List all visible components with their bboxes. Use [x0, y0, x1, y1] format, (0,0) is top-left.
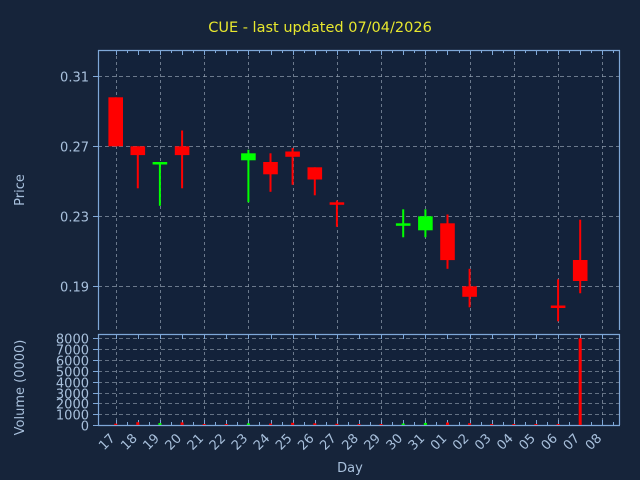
volume-bar [490, 424, 494, 425]
candle-body [174, 146, 190, 156]
price-tick-label: 0.23 [60, 211, 89, 226]
volume-bar [423, 422, 427, 425]
volume-bar [578, 338, 582, 425]
volume-tick-label: 2000 [56, 398, 89, 413]
volume-tick-label: 3000 [56, 388, 89, 403]
volume-bar [269, 423, 272, 425]
volume-bar [468, 423, 472, 425]
volume-bar [246, 423, 250, 425]
volume-axis-label: Volume (0000) [13, 340, 28, 436]
candle-body [572, 260, 588, 281]
volume-tick-label: 7000 [56, 344, 89, 359]
price-axis-label: Price [13, 174, 28, 206]
candle-body [307, 167, 323, 180]
candle-body [440, 223, 455, 261]
volume-plot-background [98, 334, 620, 425]
volume-bar [446, 422, 449, 425]
price-plot-background [98, 50, 620, 330]
candle-body [285, 151, 300, 157]
volume-bar [401, 423, 405, 425]
volume-tick-label: 1000 [56, 409, 89, 424]
candle-body [130, 146, 146, 156]
candle-body [152, 162, 168, 165]
x-axis-label: Day [337, 461, 363, 476]
candle-body [108, 97, 123, 147]
volume-bar [291, 422, 295, 425]
volume-bar [136, 422, 140, 425]
candle-body [241, 153, 256, 161]
candle-body [395, 223, 411, 226]
candle-body [462, 286, 477, 297]
volume-tick-label: 5000 [56, 366, 89, 381]
price-tick-label: 0.19 [60, 281, 89, 296]
volume-bar [556, 424, 560, 425]
candle-body [418, 216, 433, 231]
candle-body [550, 305, 566, 308]
volume-bar [512, 424, 516, 425]
volume-bar [202, 424, 206, 425]
volume-bar [534, 424, 538, 425]
volume-bar [357, 424, 361, 425]
volume-bar [335, 423, 339, 425]
volume-tick-label: 0 [81, 420, 89, 435]
volume-bar [224, 424, 228, 425]
volume-tick-label: 4000 [56, 377, 89, 392]
price-tick-label: 0.27 [60, 141, 89, 156]
volume-tick-label: 6000 [56, 355, 89, 370]
volume-bar [158, 423, 162, 425]
volume-bar [180, 422, 184, 425]
price-tick-label: 0.31 [60, 71, 89, 86]
candle-body [263, 162, 278, 175]
chart-title: CUE - last updated 07/04/2026 [208, 20, 432, 36]
candle-body [329, 202, 345, 205]
volume-bar [379, 424, 383, 425]
volume-bar [114, 423, 118, 425]
volume-tick-label: 8000 [56, 333, 89, 348]
volume-bar [313, 423, 317, 425]
